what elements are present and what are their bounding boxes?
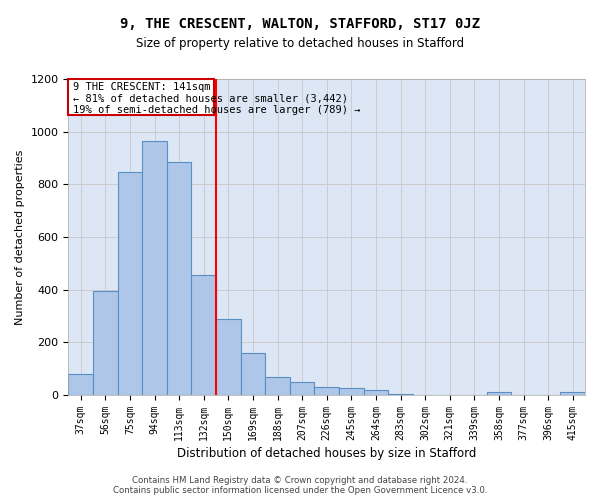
- Bar: [290, 382, 314, 395]
- Text: 9 THE CRESCENT: 141sqm: 9 THE CRESCENT: 141sqm: [73, 82, 211, 92]
- Text: 9, THE CRESCENT, WALTON, STAFFORD, ST17 0JZ: 9, THE CRESCENT, WALTON, STAFFORD, ST17 …: [120, 18, 480, 32]
- Bar: [68, 374, 93, 395]
- FancyBboxPatch shape: [68, 79, 214, 114]
- Text: ← 81% of detached houses are smaller (3,442): ← 81% of detached houses are smaller (3,…: [73, 94, 349, 104]
- Bar: [191, 275, 216, 395]
- Y-axis label: Number of detached properties: Number of detached properties: [15, 150, 25, 324]
- Text: Size of property relative to detached houses in Stafford: Size of property relative to detached ho…: [136, 38, 464, 51]
- Text: Contains HM Land Registry data © Crown copyright and database right 2024.
Contai: Contains HM Land Registry data © Crown c…: [113, 476, 487, 495]
- Bar: [364, 390, 388, 395]
- Bar: [487, 392, 511, 395]
- Bar: [93, 291, 118, 395]
- Bar: [241, 353, 265, 395]
- Bar: [265, 377, 290, 395]
- Bar: [388, 394, 413, 395]
- Bar: [118, 172, 142, 395]
- Bar: [314, 387, 339, 395]
- Bar: [560, 392, 585, 395]
- Bar: [167, 162, 191, 395]
- Bar: [142, 141, 167, 395]
- Bar: [339, 388, 364, 395]
- Text: 19% of semi-detached houses are larger (789) →: 19% of semi-detached houses are larger (…: [73, 106, 361, 116]
- Bar: [216, 318, 241, 395]
- X-axis label: Distribution of detached houses by size in Stafford: Distribution of detached houses by size …: [177, 447, 476, 460]
